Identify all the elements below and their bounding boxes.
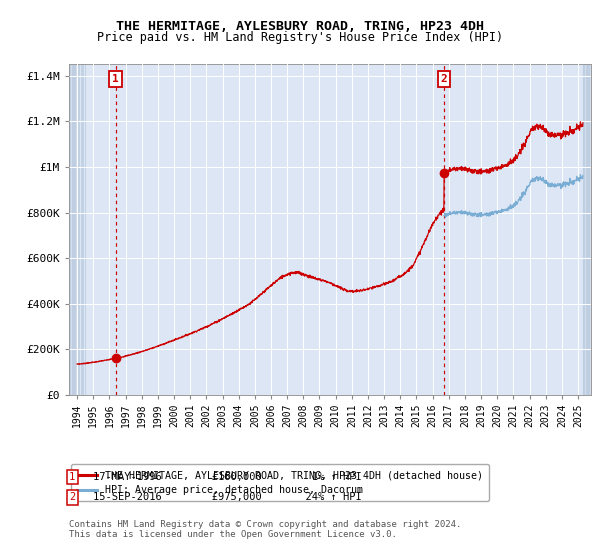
Text: 1: 1 [69, 472, 75, 482]
Text: Price paid vs. HM Land Registry's House Price Index (HPI): Price paid vs. HM Land Registry's House … [97, 31, 503, 44]
Text: 17-MAY-1996        £160,000        1% ↑ HPI: 17-MAY-1996 £160,000 1% ↑ HPI [93, 472, 362, 482]
Bar [583, 64, 591, 395]
Text: 2: 2 [441, 74, 448, 84]
Text: 1: 1 [112, 74, 119, 84]
Text: 15-SEP-2016        £975,000       24% ↑ HPI: 15-SEP-2016 £975,000 24% ↑ HPI [93, 492, 362, 502]
Text: Contains HM Land Registry data © Crown copyright and database right 2024.
This d: Contains HM Land Registry data © Crown c… [69, 520, 461, 539]
Text: 2: 2 [69, 492, 75, 502]
Legend: THE HERMITAGE, AYLESBURY ROAD, TRING, HP23 4DH (detached house), HPI: Average pr: THE HERMITAGE, AYLESBURY ROAD, TRING, HP… [71, 464, 490, 501]
Bar [69, 64, 77, 395]
Text: THE HERMITAGE, AYLESBURY ROAD, TRING, HP23 4DH: THE HERMITAGE, AYLESBURY ROAD, TRING, HP… [116, 20, 484, 32]
